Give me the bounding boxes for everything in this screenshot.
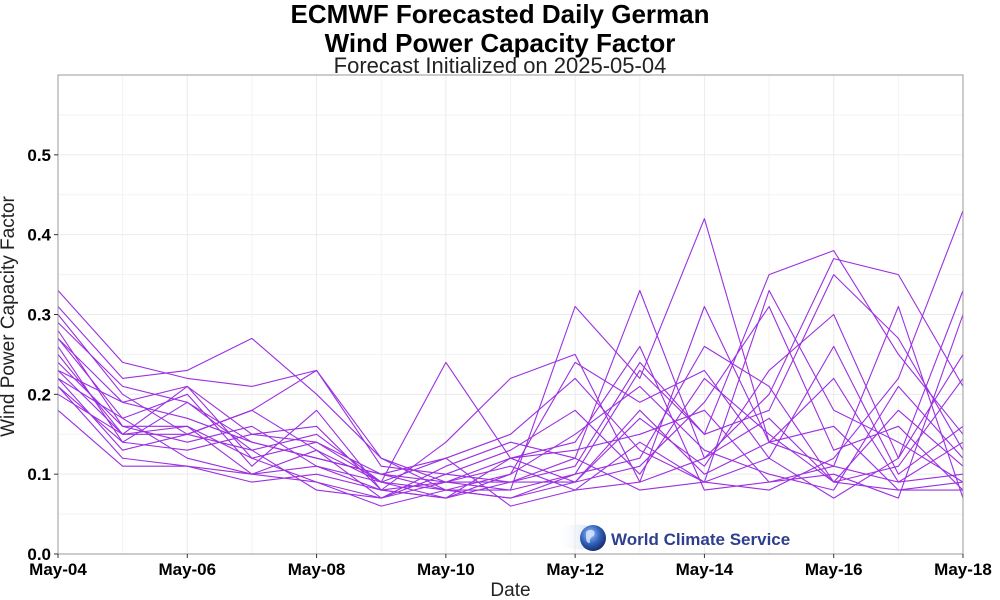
series-line-member-09 xyxy=(57,354,964,499)
series-line-member-15 xyxy=(57,345,964,491)
chart-title-line1: ECMWF Forecasted Daily German xyxy=(290,0,710,29)
x-tick-label: May-14 xyxy=(676,560,734,579)
y-tick-label: 0.4 xyxy=(27,226,51,245)
series-line-member-04 xyxy=(57,210,964,491)
series-line-member-11 xyxy=(57,305,964,507)
x-tick-label: May-12 xyxy=(546,560,604,579)
x-axis-ticks: May-04 May-06 May-08 May-10 May-12 May-14 May-… xyxy=(29,554,992,579)
x-tick-label: May-08 xyxy=(288,560,346,579)
x-tick-label: May-16 xyxy=(805,560,863,579)
chart-title-line2: Wind Power Capacity Factor xyxy=(324,28,676,58)
globe-icon xyxy=(580,525,606,551)
series-layer xyxy=(57,210,964,507)
x-tick-label: May-04 xyxy=(29,560,87,579)
x-tick-label: May-10 xyxy=(417,560,475,579)
series-line-member-13 xyxy=(57,369,964,491)
x-tick-label: May-06 xyxy=(158,560,216,579)
world-climate-service-logo: World Climate Service xyxy=(555,524,790,551)
y-tick-label: 0.2 xyxy=(27,385,51,404)
y-tick-label: 0.1 xyxy=(27,465,51,484)
series-line-member-17 xyxy=(57,377,964,499)
y-axis-label: Wind Power Capacity Factor xyxy=(0,195,19,436)
series-line-member-14 xyxy=(57,289,964,499)
series-line-member-18 xyxy=(57,409,963,507)
y-tick-label: 0.0 xyxy=(27,545,51,564)
logo-text: World Climate Service xyxy=(611,530,790,549)
series-line-member-16 xyxy=(57,305,964,499)
y-axis-ticks: 0.0 0.1 0.2 0.3 0.4 0.5 xyxy=(27,146,58,564)
x-axis-label: Date xyxy=(490,580,530,600)
y-tick-label: 0.5 xyxy=(27,146,51,165)
x-tick-label: May-18 xyxy=(934,560,992,579)
chart-subtitle: Forecast Initialized on 2025-05-04 xyxy=(333,53,667,78)
y-tick-label: 0.3 xyxy=(27,306,51,325)
